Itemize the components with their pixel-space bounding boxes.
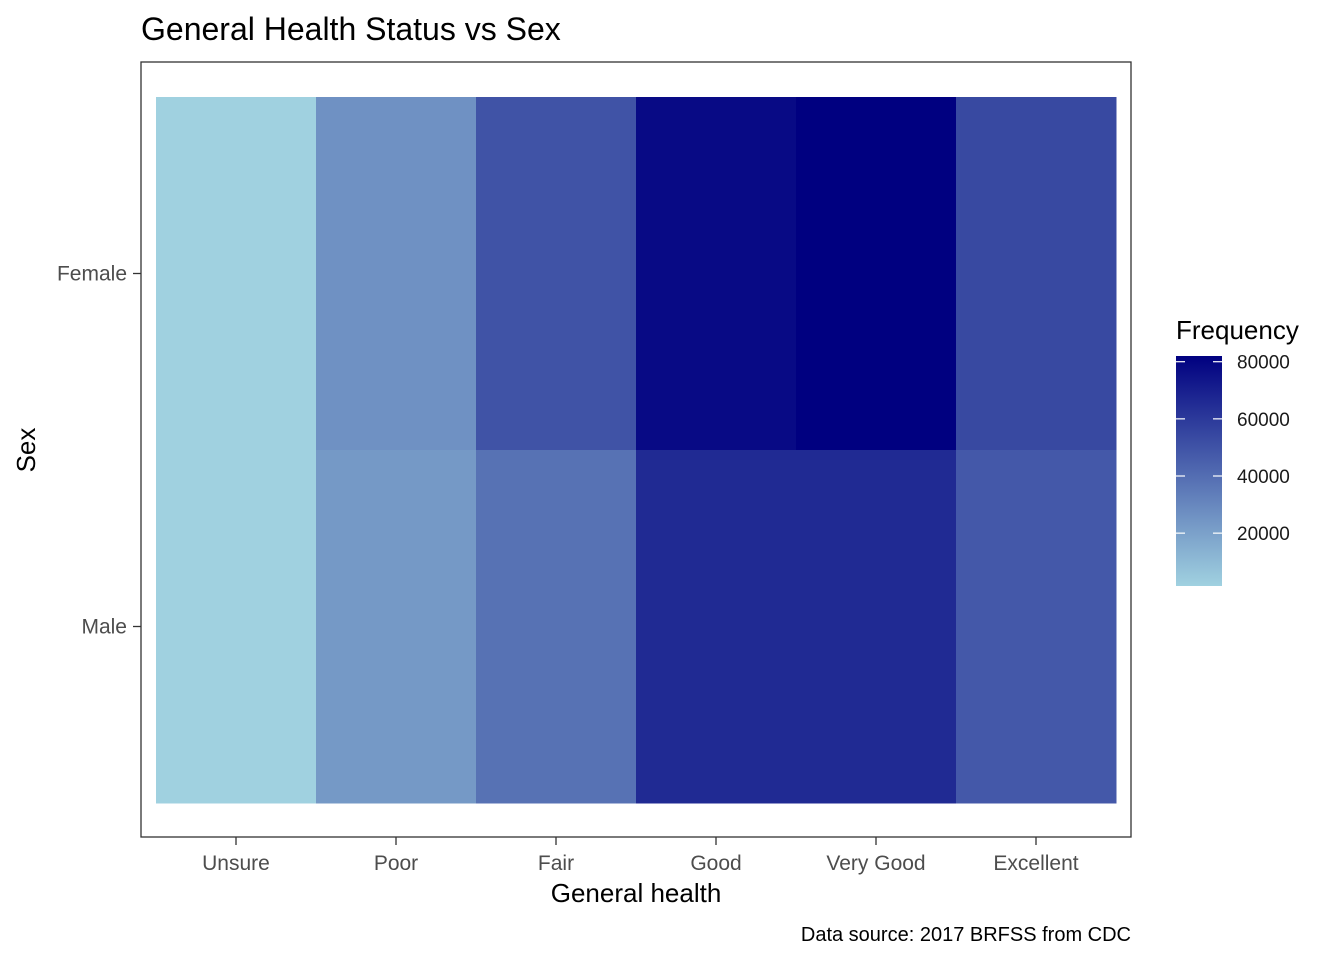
- heatmap-cell: [476, 450, 637, 804]
- heatmap-cell: [796, 450, 957, 804]
- x-tick-label: Fair: [538, 852, 574, 875]
- heatmap-cell: [796, 97, 957, 451]
- y-axis-title: Sex: [11, 428, 41, 473]
- legend-tick-label: 20000: [1237, 524, 1290, 545]
- x-axis-title: General health: [551, 878, 722, 908]
- data-source-caption: Data source: 2017 BRFSS from CDC: [801, 924, 1131, 946]
- panel-border: [140, 61, 1132, 838]
- x-tick-label: Unsure: [202, 852, 270, 875]
- heatmap-cell: [956, 97, 1117, 451]
- x-tick-label: Excellent: [993, 852, 1078, 875]
- y-tick-label: Female: [57, 263, 127, 286]
- heatmap-cell: [316, 97, 477, 451]
- heatmap-cell: [636, 97, 797, 451]
- legend-tick-label: 80000: [1237, 353, 1290, 374]
- legend-title: Frequency: [1176, 315, 1299, 345]
- legend-tick-label: 60000: [1237, 410, 1290, 431]
- x-tick-label: Very Good: [826, 852, 925, 875]
- y-axis: Female Male: [57, 263, 141, 639]
- legend-colorbar: [1176, 356, 1222, 586]
- color-legend: Frequency 20000 40000 60000 80000: [1176, 315, 1299, 586]
- heatmap-cell: [316, 450, 477, 804]
- heatmap-cell: [636, 450, 797, 804]
- x-axis: Unsure Poor Fair Good Very Good Excellent: [202, 837, 1079, 875]
- y-tick-label: Male: [81, 616, 127, 639]
- heatmap-cell: [156, 97, 317, 451]
- heatmap-cell: [956, 450, 1117, 804]
- x-tick-label: Poor: [374, 852, 418, 875]
- heatmap-cell: [476, 97, 637, 451]
- x-tick-label: Good: [690, 852, 741, 875]
- chart-title: General Health Status vs Sex: [141, 11, 561, 47]
- heatmap-tiles: [156, 97, 1117, 804]
- legend-tick-label: 40000: [1237, 467, 1290, 488]
- heatmap-cell: [156, 450, 317, 804]
